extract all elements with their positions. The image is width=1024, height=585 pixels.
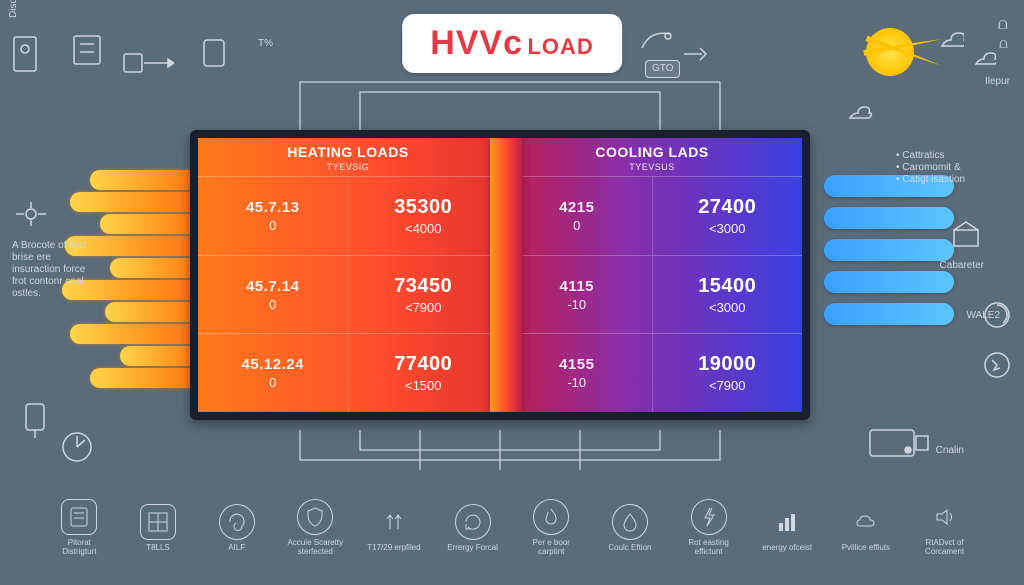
- table-row: 45.7.14073450<7900: [198, 255, 498, 334]
- signal-label: Ilepur: [985, 76, 1010, 88]
- icon-label: Pitorat Distrigturt: [51, 539, 107, 557]
- row-key: 45.7.140: [198, 256, 349, 334]
- title-main: HVVc: [430, 24, 523, 62]
- cloud-icon: Pvillice effiuts: [838, 504, 894, 553]
- shield-icon: Accule Scaretty sterfected: [287, 499, 343, 557]
- gto-badge: GTO: [645, 60, 680, 78]
- row-key: 45.12.240: [198, 334, 349, 412]
- right-list-item: • Catigt isastion: [896, 174, 1006, 186]
- row-key: 4155-10: [502, 334, 653, 412]
- right-list-item: • Cattratics: [896, 150, 1006, 162]
- center-divider: [490, 138, 522, 412]
- icon-label: AILF: [209, 544, 265, 553]
- heating-panel: HEATING LOADS TYEVSIG 45.7.13035300<4000…: [198, 138, 498, 412]
- row-key: 45.7.130: [198, 177, 349, 255]
- right-list-item: • Caromomit &: [896, 162, 1006, 174]
- icon-label: Accule Scaretty sterfected: [287, 539, 343, 557]
- row-value: 77400<1500: [349, 334, 499, 412]
- label-cabareter: Cabareter: [940, 260, 984, 272]
- label-cnalin: Cnalin: [936, 445, 964, 457]
- cooling-panel: COOLING LADS TYEVSUS 4215027400<30004115…: [502, 138, 802, 412]
- table-row: 45.7.13035300<4000: [198, 176, 498, 255]
- right-list: • Cattratics • Caromomit & • Catigt isas…: [896, 150, 1006, 186]
- flame-icon: Per e boor carptint: [523, 499, 579, 557]
- table-row: 4115-1015400<3000: [502, 255, 802, 334]
- row-value: 15400<3000: [653, 256, 803, 334]
- refresh-icon: Errergy Forcal: [445, 504, 501, 553]
- bottom-icon-strip: Pitorat Distrigturt T8LLS AILF Accule Scare…: [40, 483, 984, 573]
- row-value: 35300<4000: [349, 177, 499, 255]
- drop-icon: Coulc Eftion: [602, 504, 658, 553]
- bolt-icon: Rot easting effictunt: [681, 499, 737, 557]
- left-note: A Brocote of flert brise ere insuraction…: [12, 240, 102, 300]
- table-row: 4155-1019000<7900: [502, 333, 802, 412]
- panel-icon: T8LLS: [130, 504, 186, 553]
- row-key: 4115-10: [502, 256, 653, 334]
- server-icon: Pitorat Distrigturt: [51, 499, 107, 557]
- row-value: 19000<7900: [653, 334, 803, 412]
- row-key: 42150: [502, 177, 653, 255]
- disc-options-label: Disccations: [8, 0, 20, 18]
- icon-label: T17/29 erpfiled: [366, 544, 422, 553]
- ts-label: T%: [258, 38, 273, 50]
- icon-label: Errergy Forcal: [445, 544, 501, 553]
- arrows-icon: T17/29 erpfiled: [366, 504, 422, 553]
- icon-label: energy ofceist: [759, 544, 815, 553]
- icon-label: Pvillice effiuts: [838, 544, 894, 553]
- cooling-subheader: TYEVSUS: [502, 162, 802, 172]
- speaker-icon: RtADvct of Corcament: [917, 499, 973, 557]
- table-row: 4215027400<3000: [502, 176, 802, 255]
- bars-icon: energy ofceist: [759, 504, 815, 553]
- title-sub: LOAD: [527, 34, 593, 59]
- spiral-icon: AILF: [209, 504, 265, 553]
- icon-label: Per e boor carptint: [523, 539, 579, 557]
- icon-label: Coulc Eftion: [602, 544, 658, 553]
- icon-label: T8LLS: [130, 544, 186, 553]
- icon-label: RtADvct of Corcament: [917, 539, 973, 557]
- load-screen: HEATING LOADS TYEVSIG 45.7.13035300<4000…: [190, 130, 810, 420]
- row-value: 73450<7900: [349, 256, 499, 334]
- heating-header: HEATING LOADS: [198, 138, 498, 162]
- cool-bars: [824, 175, 954, 335]
- title-badge: HVVc LOAD: [402, 14, 622, 73]
- row-value: 27400<3000: [653, 177, 803, 255]
- heating-subheader: TYEVSIG: [198, 162, 498, 172]
- cooling-header: COOLING LADS: [502, 138, 802, 162]
- table-row: 45.12.24077400<1500: [198, 333, 498, 412]
- sun-icon: [866, 28, 914, 76]
- icon-label: Rot easting effictunt: [681, 539, 737, 557]
